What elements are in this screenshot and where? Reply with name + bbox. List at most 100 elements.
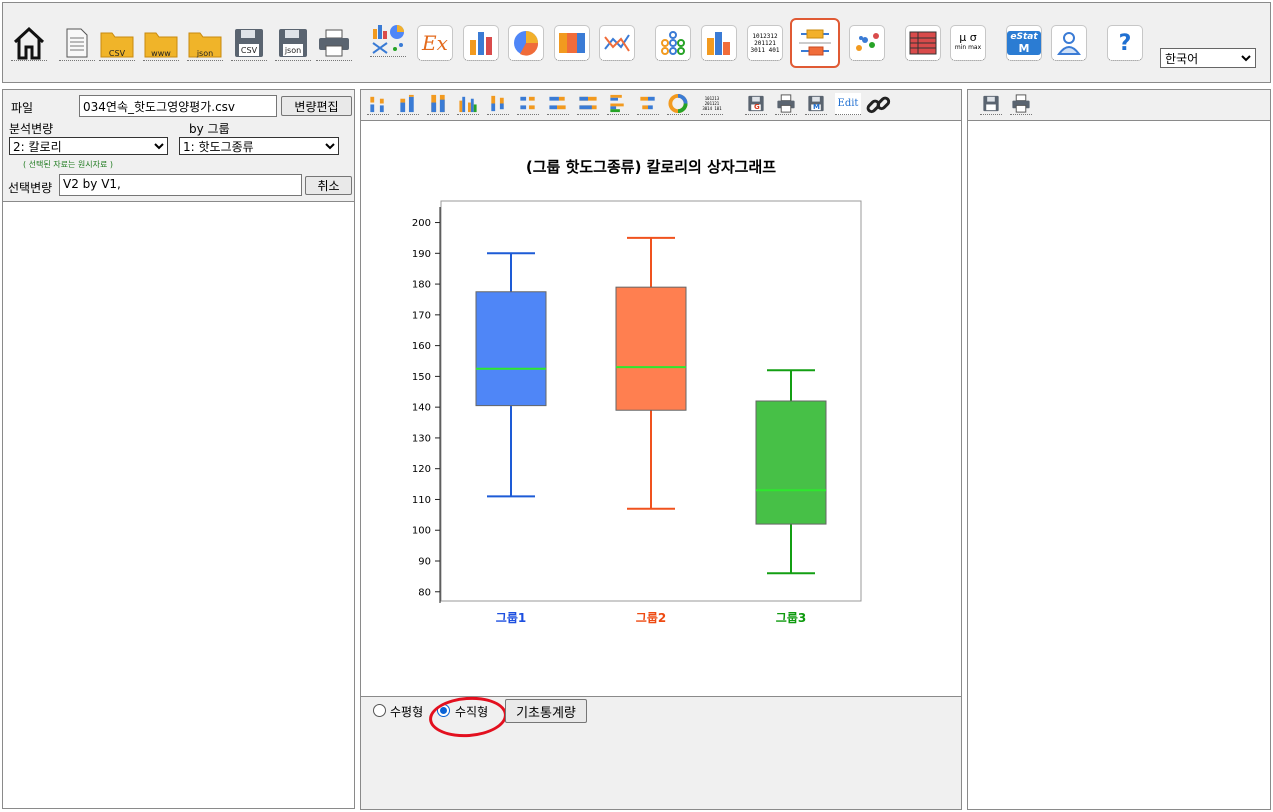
donut-icon[interactable] xyxy=(667,93,689,115)
graph-options-bar: 수평형 수직형 기초통계량 xyxy=(361,694,961,809)
save-csv-icon[interactable]: CSV xyxy=(231,25,267,61)
analysis-variable-value: 2: 칼로리 xyxy=(13,139,62,154)
y-tick-label: 170 xyxy=(412,310,431,321)
stacked-bar-icon[interactable] xyxy=(397,93,419,115)
basic-statistics-button[interactable]: 기초통계량 xyxy=(505,699,587,723)
open-csv-icon[interactable]: CSV xyxy=(99,25,135,61)
y-tick-label: 130 xyxy=(412,433,431,444)
save-json-label: json xyxy=(284,46,302,55)
stem-leaf-small-label: 101213 201121 3014 101 xyxy=(702,96,722,111)
raw-data-note: ( 선택된 자료는 원시자료 ) xyxy=(23,160,114,169)
selected-variable-label: 선택변량 xyxy=(8,181,53,195)
horizontal-ratio-icon[interactable] xyxy=(577,93,599,115)
y-tick-label: 90 xyxy=(418,557,431,568)
x-axis-labels: 그룹1 그룹2 그룹3 xyxy=(496,610,806,625)
ratio-bar-icon[interactable] xyxy=(427,93,449,115)
estat-sublabel: M xyxy=(1018,42,1030,55)
save-graph-m-label: M xyxy=(813,103,820,111)
save-csv-label: CSV xyxy=(240,46,258,55)
x-category-label: 그룹3 xyxy=(776,610,806,625)
box-plot-chart: (그룹 핫도그종류) 칼로리의 상자그래프 80 90 100 110 120 130 14… xyxy=(412,158,862,625)
edit-variables-button[interactable]: 변량편집 xyxy=(281,96,352,116)
stem-leaf-icon[interactable]: 1012312 201121 3011 401 xyxy=(747,25,783,61)
box-group xyxy=(615,236,687,510)
horizontal-stacked-icon[interactable] xyxy=(547,93,569,115)
scatter-plot-icon[interactable] xyxy=(849,25,885,61)
save-json-icon[interactable]: json xyxy=(275,25,311,61)
save-graph-m-icon[interactable] xyxy=(805,93,827,115)
examples-icon[interactable]: Ex xyxy=(417,25,453,61)
band-chart-icon[interactable] xyxy=(554,25,590,61)
teacher-icon[interactable] xyxy=(1051,25,1087,61)
open-json-icon[interactable]: json xyxy=(187,25,223,61)
language-value: 한국어 xyxy=(1165,51,1199,66)
save-graph-g-label: G xyxy=(754,103,760,111)
pie-chart-icon[interactable] xyxy=(508,25,544,61)
print-graph-icon[interactable] xyxy=(775,93,797,115)
help-icon[interactable]: ? xyxy=(1107,25,1143,61)
selected-variable-field[interactable]: V2 by V1, xyxy=(59,174,302,196)
table-icon[interactable] xyxy=(905,25,941,61)
vertical-radio[interactable] xyxy=(437,704,450,717)
side-bar-icon[interactable] xyxy=(457,93,479,115)
horizontal-both-side-icon[interactable] xyxy=(637,93,659,115)
save-graph-icon[interactable] xyxy=(745,93,767,115)
horizontal-radio[interactable] xyxy=(373,704,386,717)
group-variable-select[interactable]: 1: 핫도그종류 xyxy=(179,137,339,155)
y-tick-label: 160 xyxy=(412,341,431,352)
estat-m-icon[interactable]: eStat M xyxy=(1006,25,1042,61)
chevron-down-icon xyxy=(1241,54,1251,61)
horizontal-side-icon[interactable] xyxy=(607,93,629,115)
open-csv-label: CSV xyxy=(108,49,126,58)
basic-stats-icon[interactable]: μ σ min max xyxy=(950,25,986,61)
open-web-label: www xyxy=(151,49,171,58)
print-icon[interactable] xyxy=(1010,93,1032,115)
chevron-down-icon xyxy=(154,142,164,149)
stem-leaf-label: 1012312 201121 3011 401 xyxy=(750,32,782,54)
basic-stats-label: μ σ xyxy=(959,31,977,44)
link-icon[interactable] xyxy=(865,92,891,118)
home-icon[interactable] xyxy=(11,25,47,61)
file-name-field[interactable]: 034연속_핫도그영양평가.csv xyxy=(79,95,277,117)
horizontal-label: 수평형 xyxy=(390,705,424,719)
main-toolbar: CSV www json CSV json Ex 10123 xyxy=(2,2,1271,83)
y-tick-label: 150 xyxy=(412,372,431,383)
red-highlight-circle xyxy=(427,694,509,740)
chart-title: (그룹 핫도그종류) 칼로리의 상자그래프 xyxy=(526,158,776,176)
left-panel: 파일 034연속_핫도그영양평가.csv 변량편집 분석변량 by 그룹 2: … xyxy=(2,89,355,809)
save-graph-g-badge: G xyxy=(745,93,767,115)
save-icon[interactable] xyxy=(980,93,1002,115)
vertical-label: 수직형 xyxy=(455,705,489,719)
y-tick-label: 180 xyxy=(412,280,431,291)
open-json-label: json xyxy=(196,49,214,58)
help-label: ? xyxy=(1118,30,1132,56)
graph-panel: 101213 201121 3014 101 G M Edit (그룹 핫도그종… xyxy=(360,89,962,810)
examples-label: Ex xyxy=(422,31,448,55)
basic-stats-sublabel: min max xyxy=(954,44,982,51)
both-side-bar-icon[interactable] xyxy=(487,93,509,115)
save-graph-m-badge: M xyxy=(805,93,827,115)
stem-leaf-small-icon[interactable]: 101213 201121 3014 101 xyxy=(701,93,723,115)
language-select[interactable]: 한국어 xyxy=(1160,48,1256,68)
cancel-button[interactable]: 취소 xyxy=(305,176,352,195)
box-group xyxy=(755,369,827,575)
histogram-icon[interactable] xyxy=(701,25,737,61)
x-category-label: 그룹2 xyxy=(636,610,666,625)
box xyxy=(475,291,547,407)
separated-bar-icon[interactable] xyxy=(367,93,389,115)
box-plot-icon[interactable] xyxy=(790,18,840,68)
box-series xyxy=(475,236,827,575)
analysis-variable-select[interactable]: 2: 칼로리 xyxy=(9,137,168,155)
dot-graph-icon[interactable] xyxy=(655,25,691,61)
line-chart-icon[interactable] xyxy=(599,25,635,61)
graph-menu-icon[interactable] xyxy=(370,21,406,57)
chevron-down-icon xyxy=(325,142,335,149)
bar-chart-icon[interactable] xyxy=(463,25,499,61)
horizontal-separated-icon[interactable] xyxy=(517,93,539,115)
graph-toolbar: 101213 201121 3014 101 G M Edit xyxy=(361,90,961,121)
new-sheet-icon[interactable] xyxy=(59,25,95,61)
open-web-icon[interactable]: www xyxy=(143,25,179,61)
edit-graph-button[interactable]: Edit xyxy=(835,93,861,115)
box-group xyxy=(475,252,547,498)
print-icon[interactable] xyxy=(316,25,352,61)
